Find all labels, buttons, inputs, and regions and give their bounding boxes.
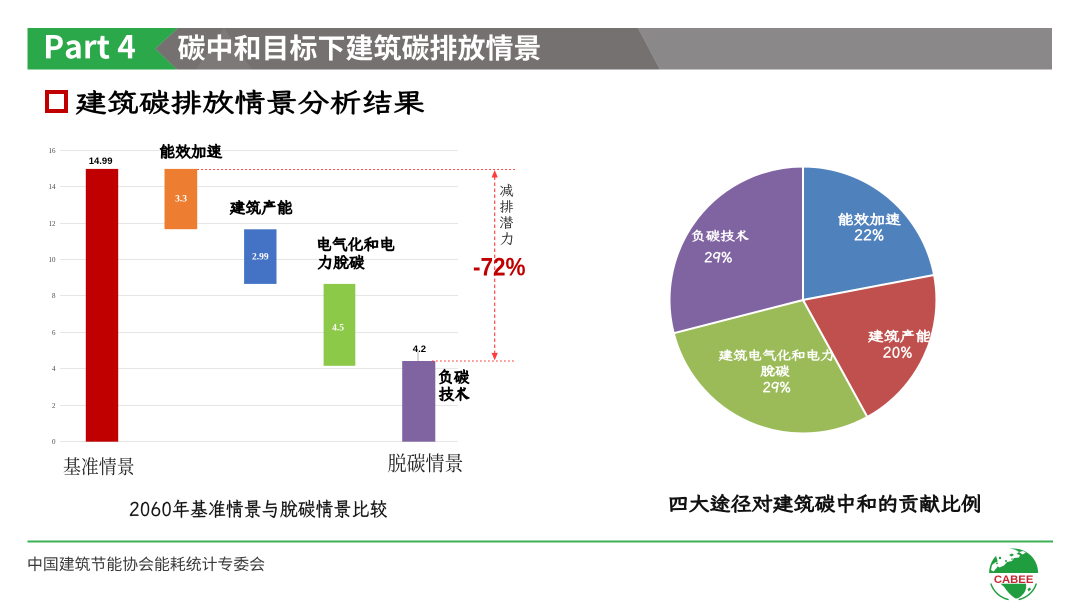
svg-text:4: 4 xyxy=(52,365,56,373)
svg-text:8: 8 xyxy=(52,292,56,300)
svg-text:0: 0 xyxy=(52,438,56,446)
svg-text:16: 16 xyxy=(49,147,57,155)
svg-text:2.99: 2.99 xyxy=(252,253,269,263)
svg-text:-72%: -72% xyxy=(473,253,525,281)
svg-text:3.3: 3.3 xyxy=(175,195,187,205)
svg-text:4.2: 4.2 xyxy=(413,344,426,355)
svg-text:10: 10 xyxy=(49,256,57,264)
svg-text:12: 12 xyxy=(49,220,57,228)
svg-text:6: 6 xyxy=(52,329,56,337)
svg-text:14.99: 14.99 xyxy=(89,156,113,167)
svg-text:4.5: 4.5 xyxy=(332,324,344,334)
svg-text:14: 14 xyxy=(49,183,57,191)
svg-text:2: 2 xyxy=(52,402,56,410)
svg-text:CABEE: CABEE xyxy=(994,574,1034,586)
